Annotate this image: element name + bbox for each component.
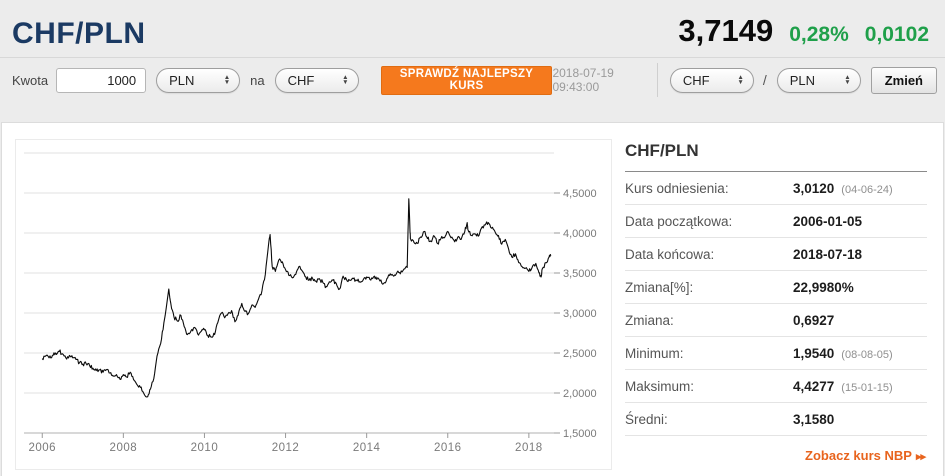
quote-currency-select[interactable]: PLN ▲ ▼ [776,67,861,93]
base-currency-select[interactable]: CHF ▲ ▼ [669,67,754,93]
header: CHF/PLN 3,7149 0,28% 0,0102 [0,0,945,58]
stats-row: Maksimum: 4,4277 (15-01-15) [625,370,927,403]
stats-row-date-note: (08-08-05) [841,349,893,361]
converter-toolbar: Kwota PLN ▲▼ na CHF ▲▼ SPRAWDŹ NAJLEPSZY… [0,58,945,102]
page-title: CHF/PLN [12,17,146,50]
select-arrows-icon: ▲ ▼ [223,73,231,86]
stats-row-date-note: (15-01-15) [841,382,893,394]
stats-row: Kurs odniesienia: 3,0120 (04-06-24) [625,172,927,205]
from-currency-value: PLN [169,72,195,88]
stats-row: Średni: 3,1580 [625,403,927,436]
stats-row: Data początkowa: 2006-01-05 [625,205,927,238]
svg-text:2010: 2010 [191,442,219,454]
quote-timestamp: 2018-07-19 09:43:00 [552,66,614,94]
svg-text:2014: 2014 [353,442,381,454]
stats-panel: CHF/PLN Kurs odniesienia: 3,0120 (04-06-24… [625,139,931,476]
base-currency-value: CHF [682,72,710,88]
svg-text:1,5000: 1,5000 [563,428,597,440]
svg-text:2012: 2012 [272,442,300,454]
chart-container: 4,5000 4,0000 3,5000 3,0000 2,5000 2,0000 1,50… [15,139,612,470]
svg-text:2,5000: 2,5000 [563,348,597,360]
select-arrows-icon: ▲ ▼ [844,73,851,86]
to-label: na [250,72,265,88]
nbp-link-row: Zobacz kurs NBP ▸▸ [625,436,927,465]
from-currency-select[interactable]: PLN ▲ ▼ [156,67,241,93]
pair-picker: 2018-07-19 09:43:00 CHF ▲ ▼ / PLN ▲ ▼ Zmie… [552,63,937,97]
svg-text:3,5000: 3,5000 [563,268,597,280]
current-rate: 3,7149 [678,13,774,48]
to-currency-select[interactable]: CHF ▲ ▼ [274,67,359,93]
stats-row-label: Zmiana[%]: [625,280,694,295]
svg-text:2018: 2018 [515,442,543,454]
check-best-rate-button[interactable]: SPRAWDŹ NAJLEPSZY KURS [380,65,553,95]
svg-text:2016: 2016 [434,442,462,454]
stats-row-label: Minimum: [625,346,684,361]
stats-row-label: Zmiana: [625,313,674,328]
svg-text:2,0000: 2,0000 [563,388,597,400]
stats-row-value: 1,9540 [793,346,835,361]
select-arrows-icon: ▲ ▼ [342,73,349,86]
svg-text:3,0000: 3,0000 [563,308,597,320]
nbp-rate-link[interactable]: Zobacz kurs NBP ▸▸ [805,448,926,463]
stats-title-divider [625,171,927,172]
price-chart: 4,5000 4,0000 3,5000 3,0000 2,5000 2,0000 1,50… [24,152,597,454]
svg-text:4,0000: 4,0000 [563,228,597,240]
stats-row-label: Data końcowa: [625,247,715,262]
stats-title: CHF/PLN [625,141,699,160]
change-absolute: 0,0102 [864,23,929,46]
stats-row-label: Średni: [625,412,668,427]
amount-input[interactable] [56,67,147,93]
converter-form: Kwota PLN ▲▼ na CHF ▲▼ SPRAWDŹ NAJLEPSZY… [12,65,553,95]
stats-rows: Kurs odniesienia: 3,0120 (04-06-24) Data po… [625,172,927,436]
vertical-divider [656,63,658,97]
change-pair-button[interactable]: Zmień [870,66,937,94]
double-arrow-icon: ▸▸ [915,451,926,463]
pair-separator: / [762,72,767,88]
quote-block: 3,7149 0,28% 0,0102 [678,13,929,57]
svg-text:2006: 2006 [28,442,56,454]
stats-row: Data końcowa: 2018-07-18 [625,238,927,271]
stats-row-value: 0,6927 [793,313,835,328]
stats-row: Zmiana: 0,6927 [625,304,927,337]
stats-row-value: 3,0120 [793,181,835,196]
stats-row-label: Kurs odniesienia: [625,181,729,196]
stats-row-label: Maksimum: [625,379,695,394]
stats-row-date-note: (04-06-24) [841,184,893,196]
stats-row-value: 2018-07-18 [793,247,863,262]
stats-row: Zmiana[%]: 22,9980% [625,271,927,304]
amount-label: Kwota [12,72,49,88]
stats-row-value: 4,4277 [793,379,835,394]
quote-currency-value: PLN [789,72,815,88]
stats-row-value: 22,9980% [793,280,854,295]
change-percent: 0,28% [789,23,849,46]
svg-text:4,5000: 4,5000 [563,188,597,200]
stats-row-value: 2006-01-05 [793,214,863,229]
stats-row-value: 3,1580 [793,412,835,427]
to-currency-value: CHF [287,72,315,88]
main-panel: 4,5000 4,0000 3,5000 3,0000 2,5000 2,0000 1,50… [1,122,944,476]
svg-text:2008: 2008 [110,442,138,454]
stats-row: Minimum: 1,9540 (08-08-05) [625,337,927,370]
select-arrows-icon: ▲ ▼ [737,73,744,86]
stats-row-label: Data początkowa: [625,214,733,229]
